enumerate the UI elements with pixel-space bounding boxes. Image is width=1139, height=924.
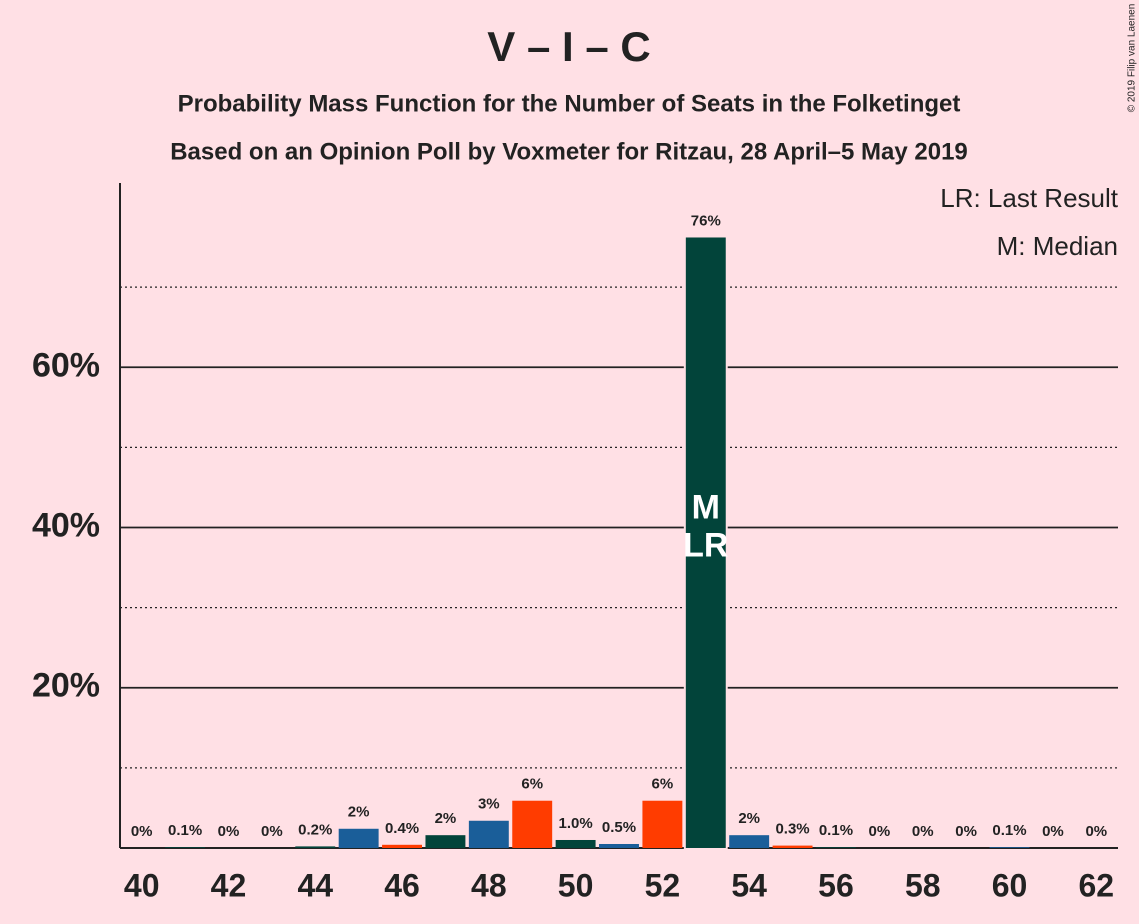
value-label: 76% bbox=[691, 212, 721, 229]
x-tick-label: 46 bbox=[384, 867, 420, 903]
bar bbox=[165, 847, 206, 848]
bar bbox=[599, 843, 639, 848]
chart-title: V – I – C bbox=[487, 23, 650, 70]
bar bbox=[295, 846, 336, 848]
x-tick-label: 40 bbox=[124, 867, 160, 903]
value-label: 0% bbox=[261, 823, 283, 840]
bar bbox=[772, 845, 813, 848]
bar bbox=[555, 839, 596, 848]
x-tick-label: 48 bbox=[471, 867, 507, 903]
value-label: 1.0% bbox=[559, 815, 593, 832]
x-tick-label: 42 bbox=[211, 867, 247, 903]
value-label: 2% bbox=[435, 810, 457, 827]
subtitle: Probability Mass Function for the Number… bbox=[178, 90, 961, 117]
value-label: 0.1% bbox=[992, 822, 1026, 839]
bar bbox=[425, 835, 466, 848]
copyright: © 2019 Filip van Laenen bbox=[1127, 4, 1138, 113]
value-label: 6% bbox=[521, 776, 543, 793]
value-label: 0.5% bbox=[602, 819, 636, 836]
x-tick-label: 62 bbox=[1079, 867, 1115, 903]
bar bbox=[815, 847, 856, 848]
x-tick-label: 44 bbox=[297, 867, 333, 903]
value-label: 0.4% bbox=[385, 820, 419, 837]
x-tick-label: 54 bbox=[731, 867, 767, 903]
value-label: 0% bbox=[955, 823, 977, 840]
value-label: 0% bbox=[869, 823, 891, 840]
legend-entry: LR: Last Result bbox=[940, 183, 1119, 213]
x-tick-label: 60 bbox=[992, 867, 1028, 903]
bar bbox=[512, 800, 553, 848]
x-tick-label: 52 bbox=[645, 867, 681, 903]
value-label: 3% bbox=[478, 796, 500, 813]
value-label: 0% bbox=[912, 823, 934, 840]
x-tick-label: 50 bbox=[558, 867, 594, 903]
value-label: 2% bbox=[738, 810, 760, 827]
bar bbox=[729, 835, 770, 848]
y-tick-label: 20% bbox=[32, 667, 100, 705]
bar bbox=[989, 847, 1030, 848]
value-label: 6% bbox=[652, 776, 674, 793]
value-label: 0% bbox=[131, 823, 153, 840]
value-label: 0.3% bbox=[775, 821, 809, 838]
bar bbox=[468, 820, 509, 848]
value-label: 0% bbox=[1042, 823, 1064, 840]
value-label: 0% bbox=[1085, 823, 1107, 840]
bar bbox=[683, 235, 728, 850]
annotation: LR bbox=[683, 527, 728, 565]
value-label: 0% bbox=[218, 823, 240, 840]
bar bbox=[382, 844, 423, 848]
y-tick-label: 60% bbox=[32, 346, 100, 384]
value-label: 0.2% bbox=[298, 821, 332, 838]
value-label: 0.1% bbox=[168, 822, 202, 839]
bar bbox=[642, 800, 683, 848]
annotation: M bbox=[692, 489, 720, 527]
x-tick-label: 56 bbox=[818, 867, 854, 903]
legend-entry: M: Median bbox=[997, 231, 1118, 261]
subtitle: Based on an Opinion Poll by Voxmeter for… bbox=[170, 138, 968, 165]
y-tick-label: 40% bbox=[32, 507, 100, 545]
value-label: 2% bbox=[348, 804, 370, 821]
bar bbox=[338, 828, 379, 848]
value-label: 0.1% bbox=[819, 822, 853, 839]
x-tick-label: 58 bbox=[905, 867, 941, 903]
